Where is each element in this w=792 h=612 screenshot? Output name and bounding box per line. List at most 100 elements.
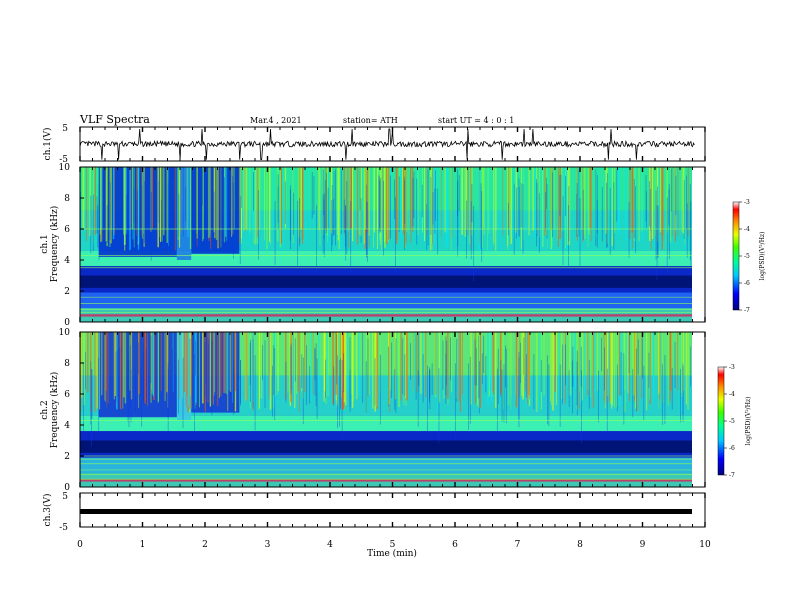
spec-streak [373, 332, 375, 409]
spec-streak [519, 332, 521, 398]
spec-streak [637, 332, 639, 412]
spec-streak-dark [559, 364, 561, 427]
spec-streak [123, 332, 125, 398]
spec-streak [414, 332, 416, 391]
spec-streak-dark [480, 183, 482, 249]
spec-streak [477, 332, 478, 404]
spec-streak [589, 167, 591, 229]
spec-streak [189, 167, 192, 250]
spec-streak-dark [254, 355, 256, 431]
spec-streak [493, 167, 495, 246]
spec-streak [141, 167, 143, 237]
spec-streak [576, 332, 578, 402]
spec-streak [384, 167, 386, 248]
spec-streak [657, 332, 660, 395]
spec-streak [386, 167, 388, 245]
spec-streak-dark [507, 202, 509, 236]
y-tick-label: 6 [64, 390, 70, 400]
x-tick-label: 10 [699, 540, 711, 550]
spec-streak [284, 167, 287, 229]
spec-streak [426, 167, 428, 247]
spec-streak [331, 167, 333, 234]
spec-streak-dark [277, 174, 279, 230]
spec-streak [616, 332, 618, 408]
colorbar-tick-label: -6 [729, 445, 735, 452]
spec-streak [181, 332, 183, 399]
spec-streak [94, 332, 96, 413]
spec-streak-dark [160, 199, 162, 255]
spec-streak-dark [360, 198, 362, 243]
spec-streak [297, 332, 299, 392]
spec-streak-dark [345, 205, 347, 261]
spec-streak [348, 167, 350, 248]
spec-streak-dark [205, 334, 207, 383]
spec-streak [289, 332, 291, 406]
spec-streak [277, 332, 280, 392]
spec-streak-dark [232, 182, 234, 259]
spec-streak [292, 167, 294, 244]
colorbar-tick-label: -7 [744, 307, 750, 314]
spec-streak [398, 167, 401, 231]
spec-streak-dark [141, 354, 143, 427]
spec-streak [471, 167, 473, 236]
spec-streak-dark [668, 189, 670, 226]
spec-streak [537, 332, 540, 411]
spec-streak-dark [606, 368, 608, 433]
spec-streak [282, 167, 284, 250]
spec-streak-dark [274, 348, 276, 421]
spec-streak-dark [96, 196, 98, 234]
spec-streak [487, 332, 489, 406]
spec-streak-dark [272, 365, 273, 417]
spec-streak [621, 332, 623, 391]
spec-streak [205, 332, 207, 413]
spec-streak [151, 332, 153, 394]
spec-streak [398, 332, 400, 407]
spec-streak-dark [175, 366, 177, 412]
spec-streak [160, 332, 163, 391]
spec-streak-dark [322, 194, 324, 254]
spec-streak [522, 332, 524, 400]
spec-streak [187, 167, 189, 238]
spec-streak [224, 167, 227, 237]
spec-streak [517, 167, 519, 249]
spec-streak [424, 332, 427, 398]
spec-streak-dark [431, 363, 433, 395]
spec-streak-dark [178, 193, 180, 237]
spec-streak [336, 332, 338, 405]
spec-streak [523, 167, 525, 240]
spec-streak-dark [322, 169, 324, 215]
spec-streak [611, 332, 614, 406]
spec-streak-dark [645, 174, 647, 222]
spec-streak [536, 332, 538, 403]
spec-streak [551, 332, 552, 406]
spec-streak [343, 332, 345, 409]
spec-streak [255, 332, 256, 413]
spec-streak-dark [680, 368, 681, 423]
spec-streak [590, 167, 592, 241]
ch1-trace [79, 128, 695, 160]
spec-streak-dark [189, 338, 191, 410]
spec-streak [677, 332, 679, 391]
x-tick-label: 5 [390, 540, 396, 550]
spec-streak [350, 167, 352, 230]
spec-streak-dark [505, 345, 506, 388]
spec-streak [301, 332, 302, 392]
spec-streak-dark [365, 361, 367, 413]
spec-streak [420, 332, 422, 394]
spec-streak-dark [429, 369, 431, 410]
spec-streak [694, 332, 695, 401]
spec-streak-dark [297, 200, 299, 266]
spec-streak [202, 332, 204, 404]
spec-streak-dark [395, 338, 397, 413]
spec-streak [186, 167, 188, 230]
spec-streak [694, 332, 695, 402]
spec-streak [376, 332, 379, 410]
spec-streak-dark [362, 333, 364, 403]
spec-streak [605, 332, 607, 405]
ch2-colorbar-ticks: -3 -4 -5 -6 -7 [724, 364, 735, 479]
spec-streak [157, 167, 159, 248]
spec-streak [368, 332, 370, 396]
spec-streak [429, 167, 431, 251]
spec-streak [501, 332, 503, 397]
spec-streak [413, 332, 415, 391]
